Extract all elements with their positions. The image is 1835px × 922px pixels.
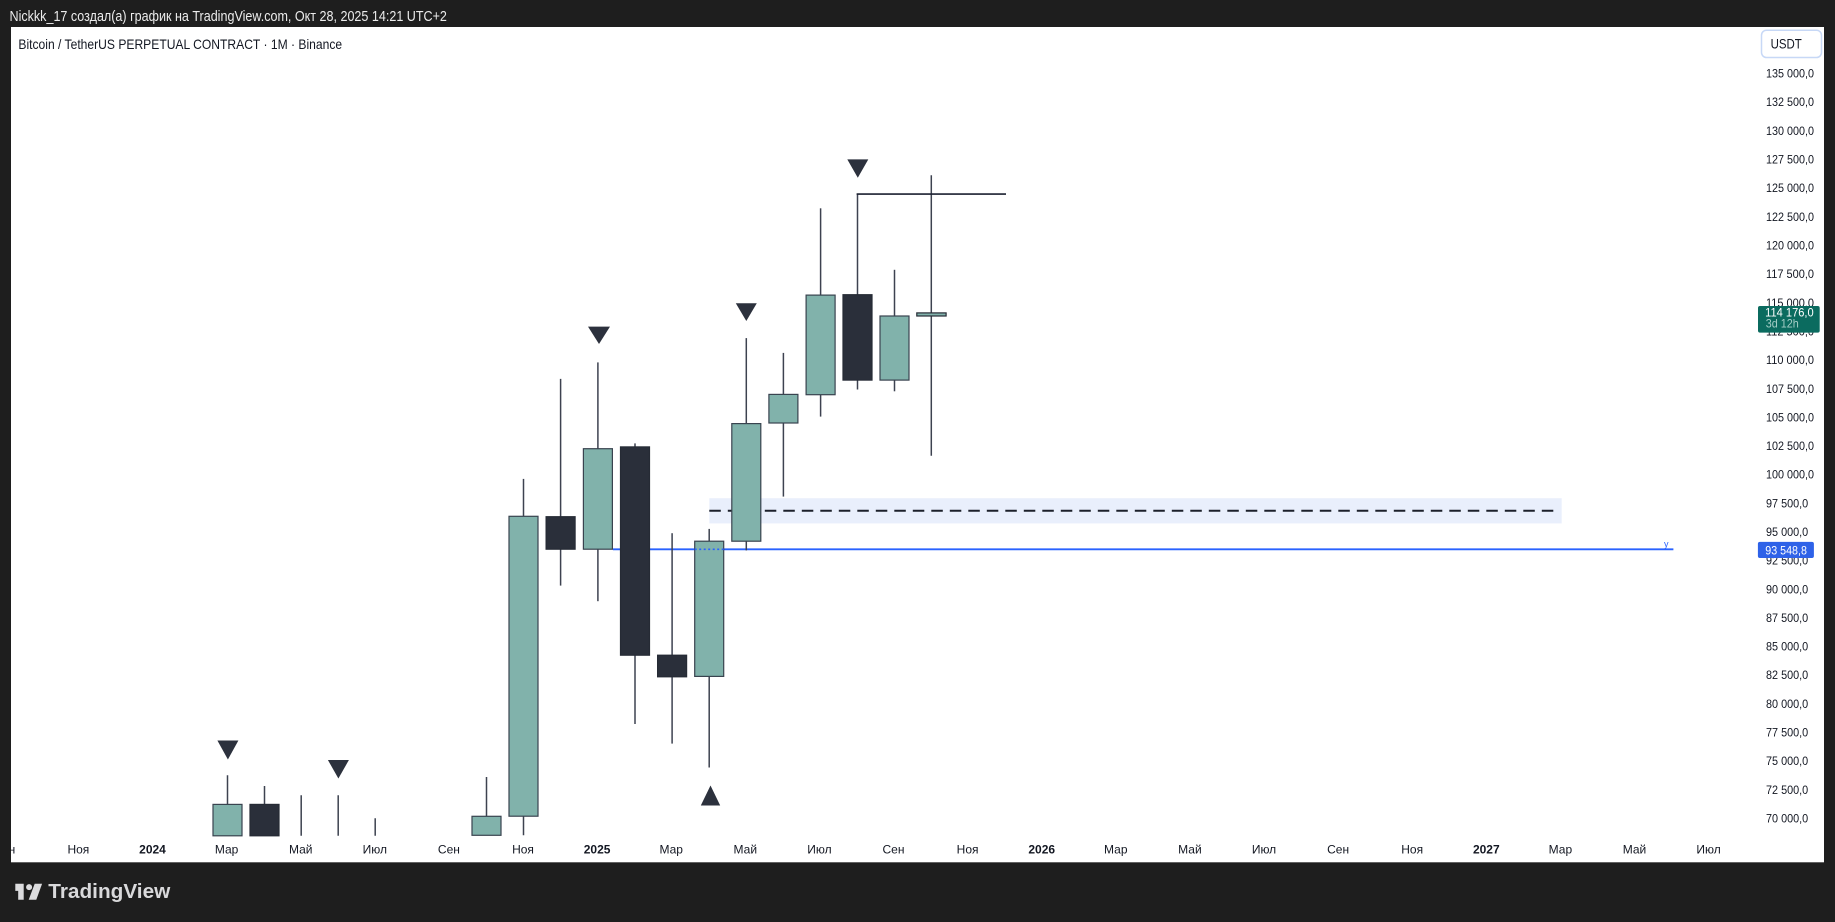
svg-text:82 500,0: 82 500,0 — [1766, 668, 1808, 682]
svg-text:90 000,0: 90 000,0 — [1766, 582, 1808, 596]
svg-text:2024: 2024 — [139, 842, 166, 856]
svg-text:Май: Май — [289, 842, 313, 856]
svg-text:y: y — [1664, 539, 1669, 549]
svg-text:Ноя: Ноя — [957, 842, 979, 856]
svg-text:93 548,8: 93 548,8 — [1765, 545, 1807, 557]
svg-text:Мар: Мар — [659, 842, 683, 856]
svg-text:72 500,0: 72 500,0 — [1766, 783, 1808, 797]
svg-text:Ноя: Ноя — [67, 842, 89, 856]
svg-text:Июл: Июл — [363, 842, 387, 856]
svg-text:125 000,0: 125 000,0 — [1766, 181, 1814, 195]
svg-text:102 500,0: 102 500,0 — [1766, 439, 1814, 453]
svg-text:Мар: Мар — [215, 842, 239, 856]
svg-text:Май: Май — [734, 842, 758, 856]
svg-text:Сен: Сен — [438, 842, 460, 856]
svg-text:Июл: Июл — [1252, 842, 1276, 856]
svg-text:TradingView: TradingView — [48, 881, 170, 903]
svg-text:Мар: Мар — [1549, 842, 1573, 856]
svg-text:127 500,0: 127 500,0 — [1766, 153, 1814, 167]
svg-text:Май: Май — [1623, 842, 1647, 856]
svg-text:85 000,0: 85 000,0 — [1766, 640, 1808, 654]
svg-text:97 500,0: 97 500,0 — [1766, 496, 1808, 510]
svg-text:117 500,0: 117 500,0 — [1766, 267, 1814, 281]
svg-text:USDT: USDT — [1771, 37, 1802, 52]
svg-text:2025: 2025 — [584, 842, 611, 856]
svg-text:132 500,0: 132 500,0 — [1766, 95, 1814, 109]
svg-text:122 500,0: 122 500,0 — [1766, 210, 1814, 224]
svg-text:Июл: Июл — [807, 842, 831, 856]
svg-text:110 000,0: 110 000,0 — [1766, 353, 1814, 367]
svg-text:100 000,0: 100 000,0 — [1766, 468, 1814, 482]
svg-text:135 000,0: 135 000,0 — [1766, 67, 1814, 81]
svg-text:Сен: Сен — [883, 842, 905, 856]
svg-text:80 000,0: 80 000,0 — [1766, 697, 1808, 711]
svg-text:70 000,0: 70 000,0 — [1766, 812, 1808, 826]
svg-text:Ноя: Ноя — [1401, 842, 1423, 856]
svg-text:130 000,0: 130 000,0 — [1766, 124, 1814, 138]
svg-text:Nickkk_17 создал(а) график на: Nickkk_17 создал(а) график на TradingVie… — [10, 9, 447, 25]
svg-text:Ноя: Ноя — [512, 842, 534, 856]
svg-text:107 500,0: 107 500,0 — [1766, 382, 1814, 396]
svg-text:Сен: Сен — [0, 842, 15, 856]
svg-text:114 176,0: 114 176,0 — [1765, 305, 1814, 319]
svg-text:Сен: Сен — [1327, 842, 1349, 856]
svg-text:Май: Май — [1178, 842, 1202, 856]
svg-text:2027: 2027 — [1473, 842, 1500, 856]
svg-text:75 000,0: 75 000,0 — [1766, 754, 1808, 768]
svg-text:Мар: Мар — [1104, 842, 1128, 856]
svg-text:87 500,0: 87 500,0 — [1766, 611, 1808, 625]
svg-text:105 000,0: 105 000,0 — [1766, 410, 1814, 424]
svg-text:Июл: Июл — [1696, 842, 1720, 856]
svg-text:120 000,0: 120 000,0 — [1766, 239, 1814, 253]
svg-text:77 500,0: 77 500,0 — [1766, 726, 1808, 740]
svg-text:95 000,0: 95 000,0 — [1766, 525, 1808, 539]
svg-text:Bitcoin / TetherUS PERPETUAL C: Bitcoin / TetherUS PERPETUAL CONTRACT · … — [18, 36, 342, 52]
svg-text:3d 12h: 3d 12h — [1766, 317, 1799, 331]
svg-text:2026: 2026 — [1028, 842, 1055, 856]
